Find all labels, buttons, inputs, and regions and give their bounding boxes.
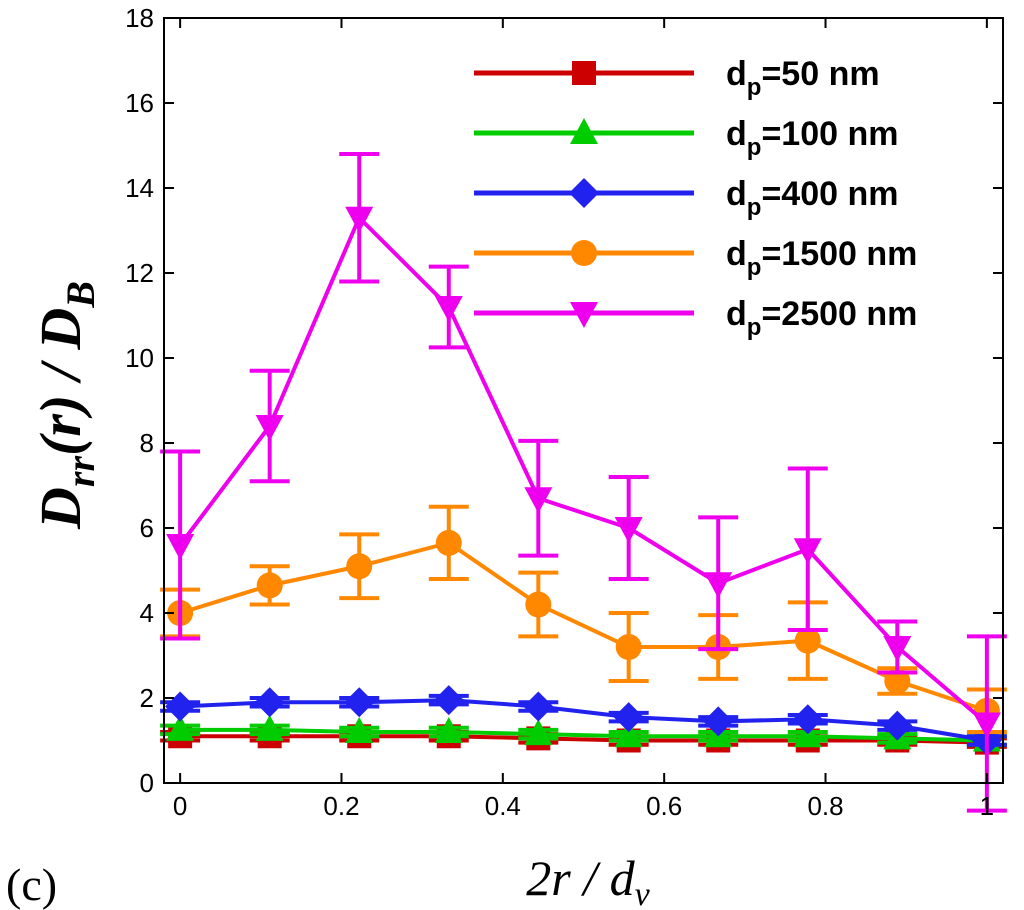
legend-label: dp=100 nm — [726, 115, 898, 161]
x-tick-label: 0.6 — [646, 791, 682, 821]
series-line — [179, 540, 988, 713]
data-point — [794, 627, 821, 654]
data-point — [166, 714, 195, 741]
x-tick-label: 0.8 — [807, 791, 843, 821]
legend-label-rest: =400 nm — [761, 175, 898, 213]
legend-label-base: d — [726, 55, 747, 93]
legend-label: dp=1500 nm — [726, 235, 917, 281]
y-tick-label: 4 — [140, 598, 154, 628]
legend-item: dp=100 nm — [474, 115, 898, 161]
data-point — [972, 712, 1001, 739]
plot-frame — [163, 17, 1004, 784]
data-point — [792, 704, 823, 735]
data-point — [435, 529, 462, 556]
legend-label-sub: p — [747, 134, 762, 161]
legend-marker — [571, 240, 597, 266]
data-point — [882, 710, 913, 741]
legend-label-sub: p — [747, 314, 762, 341]
series-400-nm — [160, 685, 1007, 756]
y-tick-label: 0 — [140, 768, 154, 798]
legend-label-base: d — [726, 235, 747, 273]
y-axis-title: Drr(r) / DB — [28, 281, 103, 530]
data-point — [614, 721, 643, 748]
data-point — [255, 714, 284, 741]
legend-label-sub: p — [747, 254, 762, 281]
legend-label-rest: =2500 nm — [761, 295, 917, 333]
y-tick-label: 14 — [125, 173, 154, 203]
legend-marker — [570, 118, 598, 144]
data-point — [523, 691, 554, 722]
y-tick-label: 10 — [125, 343, 154, 373]
data-point — [613, 702, 644, 733]
series-line — [180, 698, 988, 743]
x-axis-title: 2r / dv — [526, 850, 650, 910]
legend-label-base: d — [726, 295, 747, 333]
data-point — [344, 687, 375, 718]
data-point — [345, 717, 374, 743]
series-2500-nm — [160, 152, 1007, 813]
legend-label-rest: =100 nm — [761, 115, 898, 153]
series-line — [178, 215, 989, 726]
data-point — [254, 687, 285, 718]
y-tick-label: 6 — [140, 513, 154, 543]
legend-item: dp=2500 nm — [474, 295, 917, 341]
data-point — [434, 296, 463, 322]
data-point — [703, 706, 734, 737]
legend-item: dp=400 nm — [474, 175, 898, 221]
data-point — [256, 572, 283, 599]
x-tick-label: 0.2 — [323, 791, 359, 821]
legend-label-base: d — [726, 115, 747, 153]
data-point — [883, 636, 912, 662]
x-tick-label: 0.4 — [485, 791, 521, 821]
legend-label: dp=50 nm — [726, 55, 880, 101]
data-point — [614, 517, 643, 543]
data-point — [524, 487, 553, 514]
data-point — [704, 572, 733, 599]
data-point — [345, 206, 374, 233]
series-layer — [160, 152, 1007, 813]
series-line — [180, 727, 987, 743]
data-point — [525, 591, 552, 618]
panel-label: (c) — [6, 859, 57, 910]
data-point — [524, 719, 553, 746]
legend-label-rest: =50 nm — [761, 55, 879, 93]
legend-label: dp=2500 nm — [726, 295, 917, 341]
legend-label-sub: p — [747, 194, 762, 221]
data-point — [793, 538, 822, 565]
y-tick-label: 8 — [140, 428, 154, 458]
legend-label-sub: p — [747, 74, 762, 101]
legend-item: dp=50 nm — [474, 55, 880, 101]
data-point — [166, 534, 195, 560]
y-tick-label: 16 — [125, 88, 154, 118]
legend-label: dp=400 nm — [726, 175, 898, 221]
y-tick-label: 12 — [125, 258, 154, 288]
legend-marker — [570, 302, 598, 328]
legend-marker — [572, 61, 596, 85]
y-tick-label: 2 — [140, 683, 154, 713]
data-point — [615, 634, 642, 660]
series-line — [180, 734, 987, 745]
data-point — [434, 717, 463, 743]
legend-label-rest: =1500 nm — [761, 235, 917, 273]
x-tick-label: 1 — [980, 791, 994, 821]
legend-marker — [569, 178, 599, 208]
data-point — [346, 553, 373, 580]
data-point — [433, 685, 464, 716]
legend-item: dp=1500 nm — [474, 235, 917, 281]
y-tick-label: 18 — [125, 3, 154, 33]
x-tick-label: 0 — [173, 791, 187, 821]
legend-label-base: d — [726, 175, 747, 213]
data-point — [255, 415, 284, 441]
